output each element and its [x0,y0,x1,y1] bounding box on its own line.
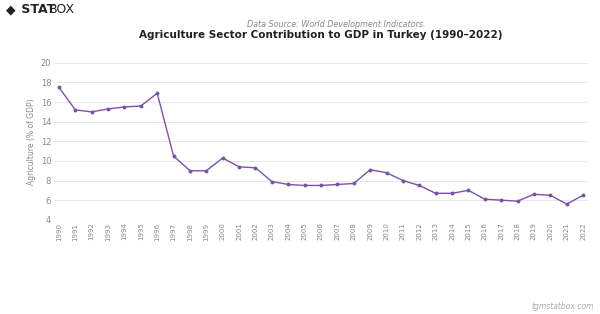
Text: BOX: BOX [49,3,76,16]
Title: Agriculture Sector Contribution to GDP in Turkey (1990–2022): Agriculture Sector Contribution to GDP i… [139,30,503,40]
Text: tgmstatbox.com: tgmstatbox.com [532,302,594,311]
Text: STAT: STAT [17,3,55,16]
Text: Data Source: World Development Indicators.: Data Source: World Development Indicator… [247,20,425,30]
Legend: Turkey: Turkey [296,313,346,314]
Y-axis label: Agriculture (% of GDP): Agriculture (% of GDP) [28,98,37,185]
Text: ◆: ◆ [6,3,16,16]
